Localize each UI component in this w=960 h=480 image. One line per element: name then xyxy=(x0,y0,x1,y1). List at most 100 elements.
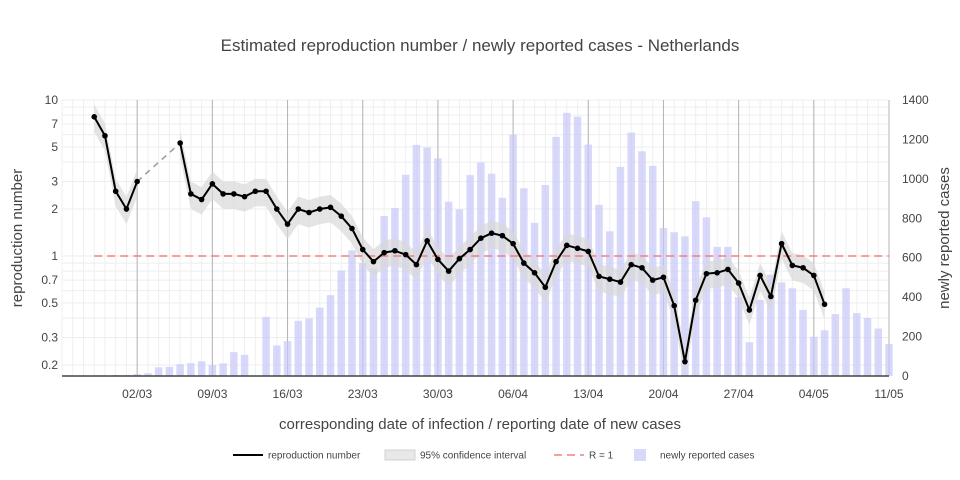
bar-cases xyxy=(305,318,313,376)
bar-cases xyxy=(820,330,829,376)
bar-cases xyxy=(659,228,668,376)
bar-cases xyxy=(337,270,346,376)
x-tick-label: 30/03 xyxy=(423,387,453,401)
r-point xyxy=(682,358,688,365)
bar-cases xyxy=(197,361,206,376)
r-point xyxy=(521,260,527,266)
y-left-tick-label: 3 xyxy=(51,175,58,189)
bar-cases xyxy=(316,307,324,376)
r-point xyxy=(617,279,624,285)
r-point xyxy=(338,213,345,219)
bar-cases xyxy=(767,274,775,376)
legend-item-cases[interactable]: newly reported cases xyxy=(634,449,755,462)
r-point xyxy=(327,204,334,211)
r-point xyxy=(359,246,366,253)
r-point xyxy=(488,230,495,236)
r-point xyxy=(606,276,613,282)
bar-cases xyxy=(788,288,797,376)
y-right-tick-label: 1000 xyxy=(902,172,929,186)
r-point xyxy=(703,270,710,277)
r-point xyxy=(306,209,312,216)
r-point xyxy=(435,256,441,263)
bar-cases xyxy=(885,344,893,376)
legend-swatch-ci xyxy=(384,449,416,461)
r-point xyxy=(467,246,473,253)
y-left-tick-label: 0.2 xyxy=(41,358,58,372)
x-tick-label: 02/03 xyxy=(122,387,152,401)
bar-cases xyxy=(144,373,152,376)
x-tick-label: 06/04 xyxy=(498,387,528,401)
x-tick-label: 09/03 xyxy=(197,387,227,401)
bar-cases xyxy=(810,336,818,376)
r-point xyxy=(209,181,216,187)
y-left-tick-label: 0.7 xyxy=(41,273,58,287)
y-right-tick-label: 1400 xyxy=(902,93,929,107)
r-point xyxy=(531,270,538,276)
r-point xyxy=(714,270,720,276)
r-point xyxy=(628,261,635,268)
legend-label-r: reproduction number xyxy=(268,451,361,462)
r-point xyxy=(596,273,602,280)
legend-item-ci[interactable]: 95% confidence interval xyxy=(384,449,526,462)
r-point xyxy=(370,258,377,265)
r-point xyxy=(574,245,581,252)
y-left-tick-label: 0.3 xyxy=(41,331,58,345)
x-tick-label: 23/03 xyxy=(348,387,378,401)
bar-cases xyxy=(176,364,184,376)
r-point xyxy=(241,193,248,200)
r-point xyxy=(671,302,677,309)
r-point xyxy=(295,206,302,212)
bar-cases xyxy=(842,288,850,376)
bar-cases xyxy=(724,246,732,376)
r-point xyxy=(821,301,828,308)
bar-cases xyxy=(520,188,528,376)
x-tick-label: 04/05 xyxy=(799,387,829,401)
r-point xyxy=(800,264,806,271)
x-tick-label: 16/03 xyxy=(273,387,303,401)
r-point xyxy=(660,274,667,281)
r-point xyxy=(768,293,774,300)
bar-cases xyxy=(863,318,872,376)
r-line-gap xyxy=(136,142,181,183)
bar-cases xyxy=(734,297,743,376)
bar-cases xyxy=(853,313,861,376)
y-left-tick-label: 0.5 xyxy=(41,296,58,310)
y-right-tick-label: 0 xyxy=(902,369,909,383)
y-right-tick-label: 400 xyxy=(902,290,922,304)
r-point xyxy=(424,238,430,244)
y-left-tick-label: 2 xyxy=(51,202,58,216)
bar-cases xyxy=(605,231,614,376)
bar-cases xyxy=(273,345,281,376)
r-point xyxy=(402,251,409,258)
bar-cases xyxy=(326,295,335,376)
bar-cases xyxy=(165,366,174,376)
y-axis-left-label: reproduction number xyxy=(9,169,26,307)
bar-cases xyxy=(187,363,195,376)
legend: reproduction number 95% confidence inter… xyxy=(233,449,755,462)
bar-cases xyxy=(831,314,840,376)
r-point xyxy=(510,240,516,247)
chart-title: Estimated reproduction number / newly re… xyxy=(221,36,740,55)
x-tick-label: 11/05 xyxy=(874,387,903,401)
legend-item-r1[interactable]: R = 1 xyxy=(554,451,614,462)
x-tick-label: 20/04 xyxy=(648,387,678,401)
y-left-tick-label: 5 xyxy=(51,140,58,154)
r-point xyxy=(725,266,731,273)
r-point xyxy=(649,277,656,283)
bar-cases xyxy=(713,246,721,376)
r-point xyxy=(134,178,140,185)
bar-cases xyxy=(380,216,388,376)
y-left-tick-label: 10 xyxy=(45,93,59,107)
legend-item-r[interactable]: reproduction number xyxy=(233,451,361,462)
bar-cases xyxy=(477,162,485,376)
axes-layer: 02/03 09/03 16/03 23/03 30/03 06/04 13/04 20/04… xyxy=(41,93,929,401)
r-point xyxy=(102,132,108,139)
y-right-tick-label: 200 xyxy=(902,330,922,344)
bar-cases xyxy=(219,363,227,376)
r-point xyxy=(811,272,817,279)
r-point xyxy=(349,225,355,232)
bar-cases xyxy=(294,320,303,376)
bar-cases xyxy=(681,236,689,376)
